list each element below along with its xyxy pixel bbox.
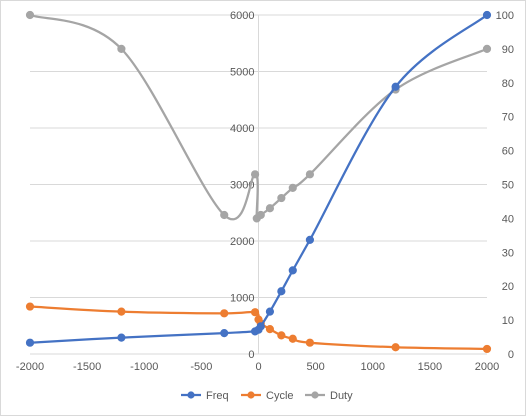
y-left-tick-label: 1000 [230,293,254,305]
cycle-point [117,307,126,316]
x-tick-label: 0 [255,361,261,373]
y-left-tick-label: 4000 [230,123,254,135]
y-right-tick-label: 90 [502,44,514,56]
duty-point [277,193,286,203]
y-right-tick-label: 20 [502,281,514,293]
duty-point [117,44,126,54]
y-right-tick-label: 10 [502,315,514,327]
y-right-tick-label: 60 [502,146,514,158]
x-tick-label: -2000 [16,361,44,373]
y-left-tick-label: 5000 [230,67,254,79]
x-tick-label: 500 [306,361,324,373]
duty-point [25,10,35,20]
cycle-point [277,331,286,340]
cycle-point [25,302,35,311]
freq-series-line [29,14,488,344]
y-left-tick-label: 2000 [230,236,254,248]
y-left-tick-label: 3000 [230,180,254,192]
freq-point [288,266,297,275]
y-right-tick-label: 80 [502,78,514,90]
duty-point [482,44,492,54]
y-right-tick-label: 70 [502,112,514,124]
cycle-point [265,325,275,334]
y-right-tick-label: 40 [502,213,514,225]
legend-cycle-label: Cycle [266,390,294,402]
x-tick-label: 1500 [418,361,442,373]
cycle-point [391,343,400,352]
freq-point [25,338,35,347]
x-tick-label: 2000 [475,361,499,373]
legend-duty-label: Duty [330,390,353,402]
cycle-point [288,334,297,343]
freq-point [256,322,265,331]
x-tick-label: -1000 [130,361,158,373]
cycle-point [305,338,315,347]
cycle-point [220,309,229,318]
freq-point [305,235,315,244]
duty-point [250,170,260,179]
y-left-tick-label: 6000 [230,10,254,22]
y-right-tick-label: 0 [508,349,514,361]
y-left-tick-label: 0 [248,349,254,361]
x-tick-label: 1000 [361,361,385,373]
freq-point [482,10,492,20]
legend-freq-marker [187,391,195,399]
duty-point [305,170,315,179]
freq-point [220,328,229,338]
legend-freq-label: Freq [206,390,229,402]
duty-point [288,183,297,192]
cycle-point [250,308,260,317]
duty-point [265,204,275,213]
legend-duty-marker [311,391,319,399]
freq-point [277,287,286,296]
freq-point [391,82,400,91]
freq-point [265,307,275,316]
y-right-tick-label: 100 [496,10,514,22]
x-tick-label: -500 [190,361,212,373]
x-tick-label: -1500 [73,361,101,373]
legend-cycle-marker [247,391,255,399]
duty-point [220,210,229,220]
y-right-tick-label: 30 [502,247,514,259]
duty-point [256,210,265,220]
y-right-tick-label: 50 [502,180,514,192]
cycle-point [482,344,492,354]
freq-point [117,333,126,342]
